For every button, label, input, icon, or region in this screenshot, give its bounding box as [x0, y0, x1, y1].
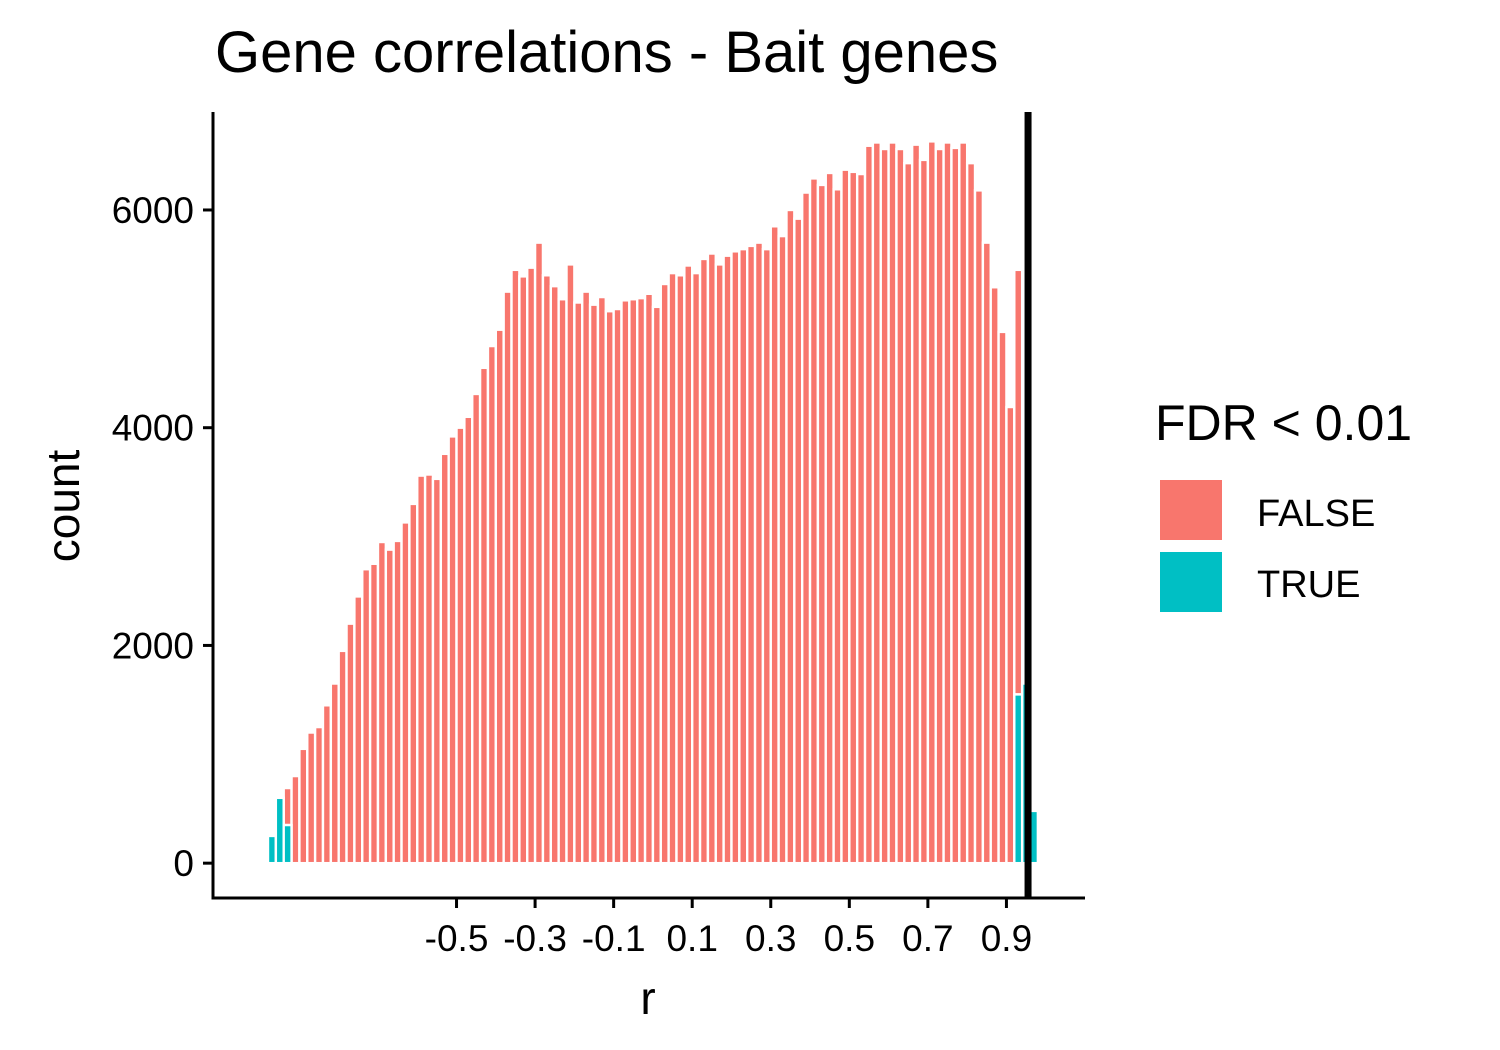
y-tick-label: 2000 [112, 625, 194, 666]
chart-title: Gene correlations - Bait genes [215, 20, 998, 85]
legend-swatch-false [1160, 480, 1222, 540]
y-tick-label: 6000 [112, 190, 194, 231]
x-tick-label: -0.3 [503, 918, 567, 959]
x-tick-label: 0.5 [824, 918, 875, 959]
bar-false [1013, 268, 1024, 696]
y-tick-label: 0 [173, 843, 194, 884]
x-tick-label: -0.1 [582, 918, 646, 959]
y-axis-ticks: 0 2000 4000 6000 [112, 190, 213, 884]
x-tick-label: 0.7 [902, 918, 953, 959]
legend-title: FDR < 0.01 [1155, 395, 1412, 451]
legend-swatch-true [1160, 552, 1222, 612]
y-tick-label: 4000 [112, 408, 194, 449]
x-axis-ticks: -0.5 -0.3 -0.1 0.1 0.3 0.5 0.7 0.9 [425, 898, 1032, 959]
legend: FDR < 0.01 FALSE TRUE [1155, 395, 1412, 612]
x-axis-label: r [640, 972, 655, 1024]
x-tick-label: 0.9 [981, 918, 1032, 959]
bar-true [282, 823, 293, 865]
x-tick-label: -0.5 [425, 918, 489, 959]
legend-label-true: TRUE [1257, 564, 1360, 606]
legend-label-false: FALSE [1257, 493, 1375, 535]
x-tick-label: 0.1 [666, 918, 717, 959]
bars-false-series [282, 140, 1024, 865]
x-tick-label: 0.3 [745, 918, 796, 959]
y-axis-label: count [37, 450, 89, 563]
